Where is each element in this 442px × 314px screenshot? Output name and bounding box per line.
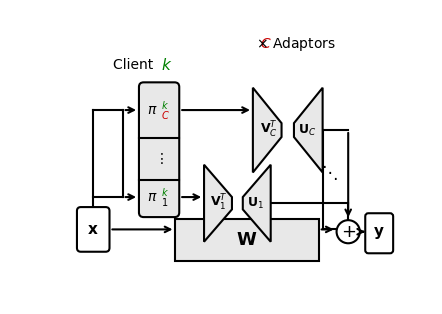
Text: $\mathbf{y}$: $\mathbf{y}$	[373, 225, 385, 241]
FancyBboxPatch shape	[365, 213, 393, 253]
Text: $+$: $+$	[341, 223, 356, 241]
Text: $1$: $1$	[160, 196, 168, 208]
FancyBboxPatch shape	[139, 82, 179, 217]
Polygon shape	[294, 88, 323, 172]
Text: $\mathbf{W}$: $\mathbf{W}$	[236, 231, 258, 249]
Text: $\mathbf{x}$: $\mathbf{x}$	[88, 222, 99, 237]
Text: Client: Client	[113, 58, 157, 73]
Text: $\mathbf{U}_C$: $\mathbf{U}_C$	[297, 122, 316, 138]
Text: $\pi$: $\pi$	[147, 103, 157, 117]
Text: $k$: $k$	[160, 100, 168, 111]
Text: $C$: $C$	[260, 37, 272, 51]
Text: $\vdots$: $\vdots$	[154, 151, 164, 166]
Polygon shape	[204, 165, 232, 242]
Text: $C$: $C$	[160, 109, 169, 121]
Text: $\mathbf{V}_1^T$: $\mathbf{V}_1^T$	[210, 193, 228, 213]
Bar	[175, 219, 319, 261]
FancyBboxPatch shape	[77, 207, 110, 252]
Polygon shape	[243, 165, 271, 242]
Text: $\pi$: $\pi$	[147, 190, 157, 204]
Text: $\times$ Adaptors: $\times$ Adaptors	[255, 35, 335, 53]
Text: $\mathbf{U}_1$: $\mathbf{U}_1$	[247, 196, 264, 211]
Text: $\mathbf{V}_C^T$: $\mathbf{V}_C^T$	[260, 120, 278, 140]
Text: $k$: $k$	[161, 57, 172, 73]
Text: $k$: $k$	[160, 187, 168, 198]
Text: $\ddots$: $\ddots$	[320, 163, 337, 182]
Circle shape	[336, 220, 360, 243]
Polygon shape	[253, 88, 282, 172]
